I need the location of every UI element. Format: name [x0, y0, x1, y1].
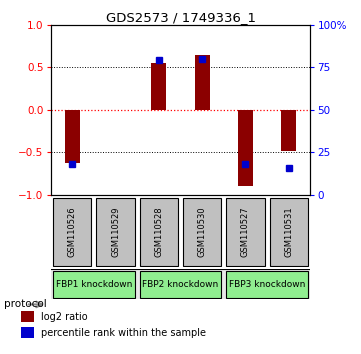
Bar [183, 198, 221, 266]
Text: FBP3 knockdown: FBP3 knockdown [229, 280, 305, 289]
Bar [195, 55, 210, 110]
Text: GSM110527: GSM110527 [241, 206, 250, 257]
Bar [96, 198, 135, 266]
Bar [53, 198, 91, 266]
Bar [226, 198, 265, 266]
Bar [65, 110, 80, 163]
Text: GSM110531: GSM110531 [284, 206, 293, 257]
Bar [140, 198, 178, 266]
Text: GSM110528: GSM110528 [155, 206, 163, 257]
Bar [21, 327, 34, 338]
Bar [270, 198, 308, 266]
Bar [151, 63, 166, 110]
Bar [238, 110, 253, 186]
Bar [140, 270, 221, 298]
Text: FBP2 knockdown: FBP2 knockdown [142, 280, 219, 289]
Title: GDS2573 / 1749336_1: GDS2573 / 1749336_1 [105, 11, 256, 24]
Bar [53, 270, 135, 298]
Text: protocol: protocol [4, 299, 46, 309]
Text: percentile rank within the sample: percentile rank within the sample [41, 327, 206, 337]
Text: GSM110526: GSM110526 [68, 206, 77, 257]
Text: log2 ratio: log2 ratio [41, 312, 87, 321]
Text: FBP1 knockdown: FBP1 knockdown [56, 280, 132, 289]
Bar [226, 270, 308, 298]
Bar [281, 110, 296, 150]
Text: GSM110530: GSM110530 [198, 206, 206, 257]
Bar [21, 311, 34, 322]
Text: GSM110529: GSM110529 [111, 207, 120, 257]
